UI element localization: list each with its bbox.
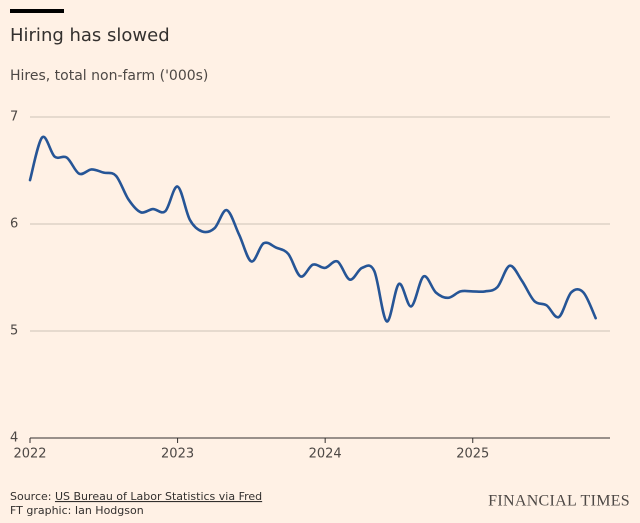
brand: FINANCIAL TIMES [488, 493, 630, 510]
x-tick-label: 2023 [161, 447, 194, 462]
x-tick-label: 2022 [13, 447, 46, 462]
y-tick-label: 6 [10, 217, 18, 232]
source: Source: US Bureau of Labor Statistics vi… [10, 490, 262, 503]
line [28, 135, 597, 323]
x-tick-label: 2024 [309, 447, 342, 462]
title-bar [10, 9, 64, 13]
chart-title: Hiring has slowed [10, 25, 170, 46]
y-tick-label: 7 [10, 110, 18, 125]
source-link[interactable]: US Bureau of Labor Statistics via Fred [55, 490, 262, 503]
chart-subtitle: Hires, total non-farm ('000s) [10, 68, 208, 84]
credit: FT graphic: Ian Hodgson [10, 504, 144, 517]
source-prefix: Source: [10, 490, 55, 503]
x-tick-label: 2025 [456, 447, 489, 462]
y-tick-label: 5 [10, 324, 18, 339]
y-tick-label: 4 [10, 431, 18, 446]
